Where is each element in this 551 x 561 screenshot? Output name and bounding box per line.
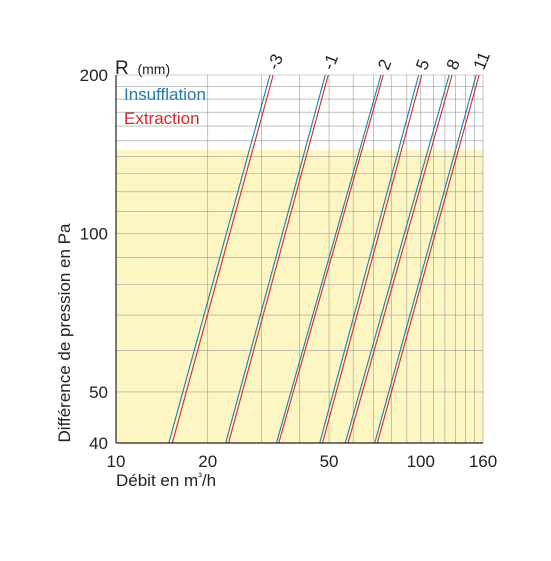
legend-entry-insufflation: Insufflation (124, 85, 206, 104)
series-line-insufflation-r2 (275, 74, 382, 444)
r-label: 8 (443, 57, 464, 73)
series-line-extraction-r-1 (228, 74, 329, 444)
x-tick-label: 160 (469, 452, 497, 471)
labels: 40 50 100 200 10 20 50 100 160 -3 -1 2 5 8 11 (80, 49, 498, 471)
legend-entry-extraction: Extraction (124, 109, 200, 128)
r-label: -1 (319, 51, 342, 72)
y-tick-label: 100 (80, 224, 108, 243)
legend-r-title: R (mm) (115, 58, 170, 79)
legend: R (mm) Insufflation Extraction (115, 58, 206, 128)
y-axis-title: Différence de pression en Pa (55, 223, 74, 442)
r-label: 2 (374, 57, 395, 73)
series-line-insufflation-r8 (344, 74, 450, 444)
x-tick-label: 50 (320, 452, 339, 471)
r-label: 5 (412, 57, 433, 73)
series-line-insufflation-r-1 (225, 74, 326, 444)
x-axis-title-part: /h (202, 471, 216, 490)
y-tick-label: 40 (89, 434, 108, 453)
series-line-extraction-r-3 (171, 74, 274, 444)
x-axis-title-superscript: ³ (198, 471, 202, 483)
x-axis-title: Débit en m³/h (116, 471, 216, 490)
y-tick-label: 50 (89, 383, 108, 402)
r-label: -3 (264, 51, 287, 72)
y-tick-label: 200 (80, 66, 108, 85)
x-tick-label: 100 (407, 452, 435, 471)
series-line-insufflation-r-3 (168, 74, 271, 444)
series-line-extraction-r8 (347, 74, 453, 444)
series-line-extraction-r2 (278, 74, 384, 444)
series-lines (168, 74, 480, 444)
x-tick-label: 20 (198, 452, 217, 471)
legend-r-unit: (mm) (137, 61, 170, 77)
series-line-extraction-r5 (321, 74, 423, 444)
axes (115, 75, 483, 444)
x-tick-label: 10 (107, 452, 126, 471)
legend-r-symbol: R (115, 58, 129, 79)
series-line-insufflation-r5 (319, 74, 420, 444)
r-label: 11 (470, 49, 494, 72)
x-axis-title-part: Débit en m (116, 471, 198, 490)
series-line-insufflation-r11 (374, 74, 477, 444)
series-line-extraction-r11 (376, 74, 480, 444)
